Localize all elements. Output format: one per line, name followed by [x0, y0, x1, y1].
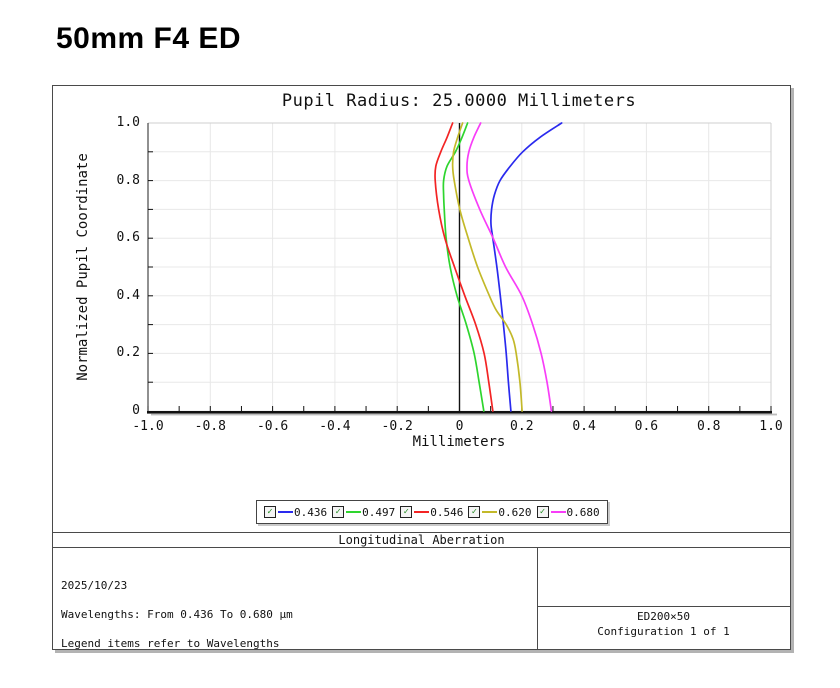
y-tick-label: 0 [132, 403, 140, 418]
legend-checkbox-icon[interactable]: ✓ [536, 506, 549, 518]
legend-item: ✓ 0.497 [332, 506, 395, 519]
configuration-cell: ED200×50 Configuration 1 of 1 [537, 610, 790, 639]
y-tick-label: 0.6 [116, 230, 140, 246]
x-tick-label: 0 [455, 419, 464, 434]
x-tick-label: 0.6 [634, 419, 659, 434]
legend-item-label: 0.546 [430, 505, 464, 519]
legend-line-swatch [346, 511, 362, 513]
lens-file-name: ED200×50 [637, 610, 690, 623]
footer-vertical-divider [537, 548, 538, 649]
curve-0.680 [466, 122, 553, 412]
legend-item-label: 0.620 [498, 505, 532, 519]
legend-item-label: 0.436 [294, 505, 328, 519]
x-tick-label: -0.8 [194, 419, 226, 434]
wavelengths-text: Wavelengths: From 0.436 To 0.680 µm [61, 607, 293, 621]
legend-item: ✓ 0.620 [468, 505, 532, 519]
legend-line-swatch [482, 511, 498, 513]
legend-checkbox-icon[interactable]: ✓ [332, 506, 345, 518]
legend-item: ✓ 0.436 [264, 506, 327, 519]
legend-item-label: 0.497 [362, 505, 396, 519]
chart-panel: Pupil Radius: 25.0000 Millimeters Normal… [52, 85, 791, 650]
curve-0.497 [442, 122, 485, 412]
x-tick-label: 1.0 [759, 419, 783, 434]
y-tick-label: 0.8 [116, 172, 140, 188]
y-tick-label: 1.0 [116, 115, 140, 130]
chart-title: Pupil Radius: 25.0000 Millimeters [281, 91, 637, 111]
legend-item: ✓ 0.546 [400, 506, 463, 519]
curve-0.436 [490, 122, 563, 412]
page-title: 50mm F4 ED [56, 22, 242, 55]
x-tick-label: 0.4 [572, 419, 596, 434]
legend-item-label: 0.680 [566, 505, 600, 519]
legend-note-text: Legend items refer to Wavelengths [61, 636, 280, 650]
x-tick-label: -0.4 [319, 419, 351, 434]
legend-line-swatch [550, 511, 566, 513]
legend: ✓ 0.436 ✓ 0.497 ✓ 0.546 ✓ 0.620 ✓ 0.680 [256, 500, 608, 524]
curve-0.620 [451, 122, 523, 412]
curve-0.546 [434, 122, 494, 412]
y-tick-label: 0.4 [116, 287, 140, 303]
x-tick-label: -0.2 [381, 419, 413, 434]
x-tick-label: 0.8 [696, 419, 721, 434]
date-text: 2025/10/23 [61, 578, 128, 592]
info-block: 2025/10/23 Wavelengths: From 0.436 To 0.… [61, 564, 293, 666]
plot-type-label: Longitudinal Aberration [338, 533, 505, 547]
legend-checkbox-icon[interactable]: ✓ [264, 506, 276, 518]
x-axis-title: Millimeters [412, 434, 506, 450]
x-tick-label: -0.6 [256, 419, 289, 434]
footer-horizontal-divider [537, 606, 790, 607]
legend-line-swatch [278, 511, 293, 513]
x-tick-label: -1.0 [132, 419, 164, 434]
legend-checkbox-icon[interactable]: ✓ [400, 506, 413, 518]
x-tick-label: 0.2 [510, 419, 534, 434]
configuration-text: Configuration 1 of 1 [597, 624, 730, 638]
legend-item: ✓ 0.680 [536, 505, 600, 519]
plot-type-band: Longitudinal Aberration [53, 532, 790, 548]
legend-line-swatch [414, 511, 430, 513]
chart-canvas [147, 122, 777, 416]
y-tick-label: 0.2 [116, 345, 140, 361]
legend-checkbox-icon[interactable]: ✓ [468, 506, 481, 518]
